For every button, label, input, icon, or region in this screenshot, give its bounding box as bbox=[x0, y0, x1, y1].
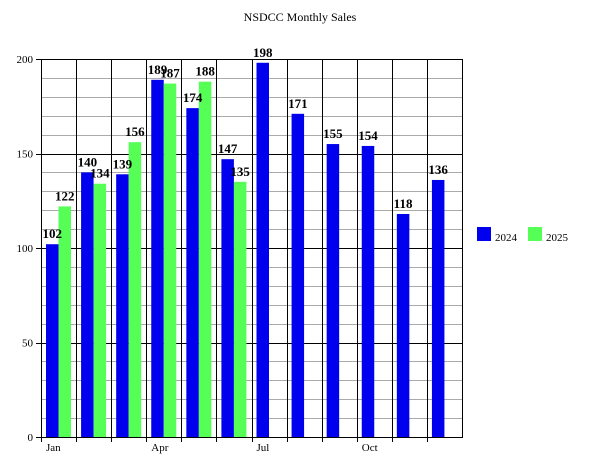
data-label: 140 bbox=[78, 154, 98, 169]
data-label: 156 bbox=[125, 124, 145, 139]
bar-2025-jan bbox=[58, 206, 71, 437]
bar-2024-jan bbox=[46, 244, 59, 437]
x-tick-label: Jan bbox=[46, 442, 61, 454]
y-axis-tick-labels: 0 50 100 150 200 bbox=[17, 54, 34, 444]
data-label: 198 bbox=[253, 45, 273, 60]
chart-grid bbox=[41, 59, 462, 438]
bar-2024-nov bbox=[396, 213, 410, 437]
bar-2024-dec bbox=[431, 179, 445, 437]
x-tick-label: Jul bbox=[257, 442, 270, 454]
data-label: 154 bbox=[358, 128, 378, 143]
data-label: 134 bbox=[90, 166, 110, 181]
data-label: 171 bbox=[288, 96, 308, 111]
legend-label-2024: 2024 bbox=[495, 232, 518, 244]
legend-swatch-2024 bbox=[477, 227, 491, 241]
bar-2024-jul bbox=[256, 62, 269, 437]
legend-swatch-2025 bbox=[528, 227, 542, 241]
y-tick-label: 50 bbox=[22, 338, 34, 350]
bar-2024-sep bbox=[326, 144, 340, 438]
chart-title: NSDCC Monthly Sales bbox=[244, 10, 357, 24]
data-label: 188 bbox=[195, 64, 215, 79]
bar-2024-feb bbox=[81, 172, 94, 437]
bar-2025-may bbox=[198, 81, 212, 438]
chart-bars bbox=[46, 62, 445, 438]
legend-label-2025: 2025 bbox=[546, 232, 569, 244]
y-tick-label: 0 bbox=[28, 432, 34, 444]
y-tick-label: 100 bbox=[17, 243, 34, 255]
x-tick-label: Oct bbox=[362, 442, 378, 454]
bar-2024-apr bbox=[151, 79, 164, 437]
data-label: 136 bbox=[428, 162, 448, 177]
data-label: 174 bbox=[183, 90, 203, 105]
y-tick-label: 150 bbox=[17, 149, 34, 161]
data-label: 102 bbox=[43, 226, 63, 241]
bar-2025-apr bbox=[163, 83, 177, 437]
data-label: 147 bbox=[218, 141, 238, 156]
x-axis-tick-labels: Jan Apr Jul Oct bbox=[46, 442, 378, 454]
data-label: 189 bbox=[148, 62, 168, 77]
chart-axes bbox=[36, 59, 463, 442]
bar-2024-may bbox=[186, 108, 199, 437]
bar-2025-feb bbox=[93, 183, 107, 437]
data-label: 122 bbox=[55, 188, 75, 203]
bar-2024-oct bbox=[361, 145, 375, 437]
bar-2024-mar bbox=[116, 174, 129, 438]
bar-2025-mar bbox=[128, 142, 142, 437]
x-tick-label: Apr bbox=[151, 442, 168, 454]
bar-2025-jun bbox=[233, 181, 247, 437]
bar-2024-jun bbox=[221, 159, 234, 438]
chart-legend: 2024 2025 bbox=[477, 227, 569, 244]
data-label: 139 bbox=[113, 156, 133, 171]
data-label: 155 bbox=[323, 126, 343, 141]
data-label: 118 bbox=[394, 196, 413, 211]
data-label: 187 bbox=[160, 66, 180, 81]
y-tick-label: 200 bbox=[17, 54, 34, 66]
data-label: 135 bbox=[230, 164, 250, 179]
bar-2024-aug bbox=[291, 113, 305, 437]
